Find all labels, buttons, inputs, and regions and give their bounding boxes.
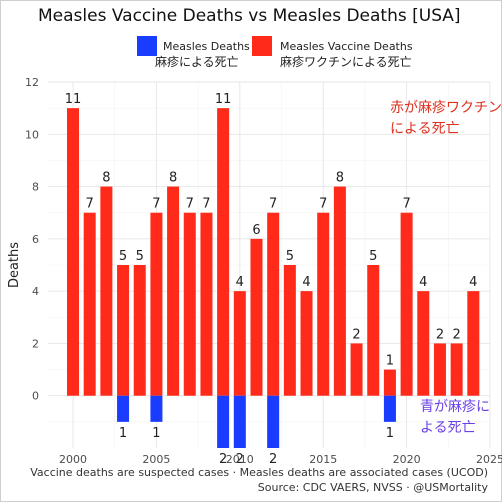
y-axis-title: Deaths [7,242,22,288]
y-tick-label: 8 [32,181,39,194]
bar-vaccine-deaths [200,212,213,396]
bar-label-vaccine-deaths: 5 [286,249,294,264]
bar-vaccine-deaths [183,212,196,396]
bar-label-vaccine-deaths: 8 [336,171,344,186]
bar-vaccine-deaths [150,212,163,396]
bar-label-vaccine-deaths: 5 [136,249,144,264]
bar-measles-deaths [383,395,396,422]
bar-vaccine-deaths [433,343,446,396]
bar-label-vaccine-deaths: 2 [352,327,360,342]
y-tick-label: 2 [32,337,39,350]
x-tick-label: 2010 [226,453,254,466]
bar-label-vaccine-deaths: 4 [469,275,477,290]
bar-label-vaccine-deaths: 4 [419,275,427,290]
bar-label-measles-deaths: 2 [269,452,277,467]
bar-vaccine-deaths [400,212,413,396]
legend-key-measles-deaths [137,36,157,56]
bar-vaccine-deaths [350,343,363,396]
annotation-red-line2: による死亡 [390,121,460,137]
bar-measles-deaths [150,395,163,422]
annotation-red: 赤が麻疹ワクチン による死亡 [390,98,502,140]
bar-label-vaccine-deaths: 8 [102,171,110,186]
legend-key-vaccine-deaths [252,36,272,56]
bar-label-measles-deaths: 1 [152,426,160,441]
bar-vaccine-deaths [450,343,463,396]
bar-vaccine-deaths [367,265,380,396]
bar-label-vaccine-deaths: 7 [202,197,210,212]
bar-vaccine-deaths [317,212,330,396]
annotation-blue-line1: 青が麻疹に [420,399,490,415]
bar-measles-deaths [233,395,246,448]
legend-label-vaccine-deaths-ja: 麻疹ワクチンによる死亡 [280,55,412,69]
x-tick-label: 2025 [476,453,502,466]
bar-label-vaccine-deaths: 7 [152,197,160,212]
bar-vaccine-deaths [417,291,430,396]
x-tick-label: 2005 [142,453,170,466]
bar-vaccine-deaths [250,238,263,396]
bar-label-vaccine-deaths: 7 [186,197,194,212]
bar-vaccine-deaths [217,108,230,396]
bar-label-vaccine-deaths: 5 [369,249,377,264]
x-tick-label: 2020 [393,453,421,466]
bar-vaccine-deaths [267,212,280,396]
bar-label-vaccine-deaths: 5 [119,249,127,264]
legend-label-measles-deaths: Measles Deaths [163,40,250,53]
bar-label-vaccine-deaths: 7 [269,197,277,212]
bar-vaccine-deaths [133,265,146,396]
bar-label-measles-deaths: 1 [119,426,127,441]
legend-label-measles-deaths-ja: 麻疹による死亡 [155,55,239,69]
annotation-blue: 青が麻疹に よる死亡 [420,397,490,439]
bar-vaccine-deaths [117,265,130,396]
bar-label-vaccine-deaths: 1 [386,354,394,369]
bar-label-vaccine-deaths: 6 [252,223,260,238]
bar-vaccine-deaths [67,108,80,396]
bar-vaccine-deaths [467,291,480,396]
bar-label-vaccine-deaths: 2 [436,327,444,342]
y-tick-label: 4 [32,285,39,298]
bar-vaccine-deaths [283,265,296,396]
bar-vaccine-deaths [300,291,313,396]
bar-vaccine-deaths [167,186,180,396]
bar-vaccine-deaths [383,369,396,396]
bar-label-vaccine-deaths: 4 [236,275,244,290]
annotation-blue-line2: よる死亡 [420,420,476,436]
bar-measles-deaths [117,395,130,422]
bar-label-vaccine-deaths: 11 [215,92,232,107]
bar-label-vaccine-deaths: 11 [65,92,82,107]
bar-vaccine-deaths [333,186,346,396]
x-tick-label: 2015 [309,453,337,466]
bar-label-vaccine-deaths: 2 [453,327,461,342]
bar-measles-deaths [217,395,230,448]
y-tick-label: 0 [32,390,39,403]
bar-label-measles-deaths: 1 [386,426,394,441]
caption-line1: Vaccine deaths are suspected cases · Mea… [30,466,488,479]
bar-vaccine-deaths [233,291,246,396]
chart-title: Measles Vaccine Deaths vs Measles Deaths… [38,6,461,26]
bar-label-vaccine-deaths: 7 [86,197,94,212]
bar-label-vaccine-deaths: 8 [169,171,177,186]
y-tick-label: 12 [25,76,39,89]
bar-label-vaccine-deaths: 7 [319,197,327,212]
x-tick-label: 2000 [59,453,87,466]
bar-label-measles-deaths: 2 [219,452,227,467]
bar-label-measles-deaths: 2 [236,452,244,467]
bar-vaccine-deaths [100,186,113,396]
legend-label-vaccine-deaths: Measles Vaccine Deaths [280,40,413,53]
bar-vaccine-deaths [83,212,96,396]
caption-line2: Source: CDC VAERS, NVSS · @USMortality [257,481,488,494]
y-tick-label: 10 [25,128,39,141]
bar-label-vaccine-deaths: 4 [302,275,310,290]
y-tick-label: 6 [32,233,39,246]
bars [67,108,480,448]
bar-measles-deaths [267,395,280,448]
bar-label-vaccine-deaths: 7 [402,197,410,212]
annotation-red-line1: 赤が麻疹ワクチン [390,100,502,116]
